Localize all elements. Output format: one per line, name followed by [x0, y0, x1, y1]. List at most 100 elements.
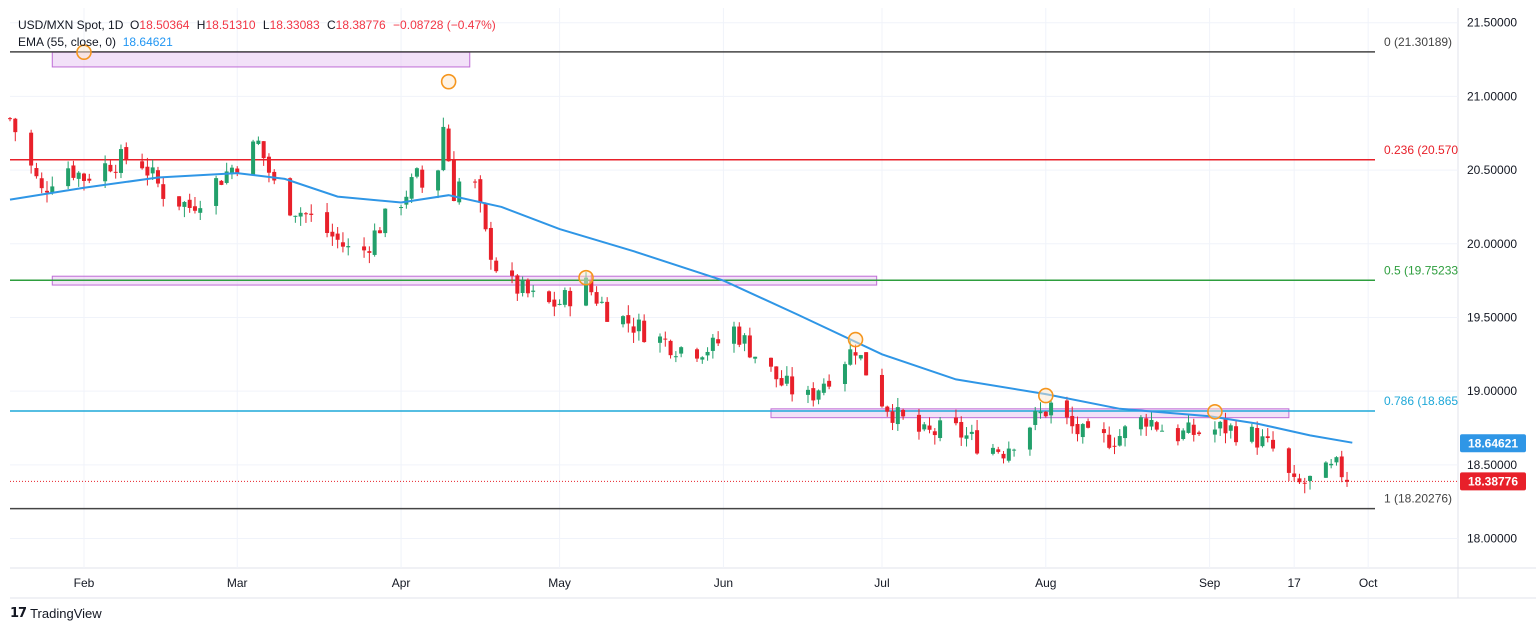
candle-body [219, 180, 224, 185]
candle-body [150, 167, 155, 174]
candle-body [520, 280, 525, 293]
candle-body [742, 335, 747, 344]
price-tag-box [1460, 472, 1526, 491]
time-axis[interactable]: Feb Mar Apr May Jun Jul Aug Sep 17 Oct [74, 576, 1379, 590]
candle-body [229, 167, 234, 175]
candle-body [594, 292, 599, 304]
candle-body [1255, 428, 1260, 448]
candle-body [557, 303, 562, 305]
candle-body [414, 168, 419, 177]
candle-body [547, 291, 552, 303]
candle-body [1223, 419, 1228, 434]
candle-body [108, 164, 113, 172]
candle-body [441, 126, 446, 171]
candle-body [383, 208, 388, 234]
symbol-label[interactable]: USD/MXN Spot, 1D [18, 18, 124, 32]
candle-body [451, 159, 456, 201]
candle-body [959, 421, 964, 438]
candle-body [710, 337, 715, 351]
candle-body [1138, 417, 1143, 430]
zone-box [770, 408, 1290, 419]
candle-body [975, 430, 980, 454]
candle-body [747, 335, 752, 358]
candle-body [198, 208, 203, 213]
time-tick-label: 17 [1287, 576, 1301, 590]
candle-body [87, 178, 92, 181]
price-tick-label: 18.00000 [1467, 532, 1517, 546]
fib-label: 0.236 (20.570 [1384, 143, 1458, 157]
candle-body [420, 169, 425, 188]
price-tick-label: 20.00000 [1467, 237, 1517, 251]
candle-body [1006, 448, 1011, 461]
candle-body [515, 275, 520, 294]
candle-body [848, 349, 853, 365]
price-tick-label: 20.50000 [1467, 163, 1517, 177]
candle-body [1249, 426, 1254, 442]
fibonacci-labels: 0 (21.30189) 0.236 (20.570 0.5 (19.75233 0.… [1384, 35, 1458, 506]
price-tag-text: 18.38776 [1468, 474, 1518, 488]
candle-body [1308, 475, 1313, 481]
swing-marker [847, 331, 864, 348]
ema-label[interactable]: EMA (55, close, 0) [18, 35, 117, 49]
candle-body [1265, 436, 1270, 439]
candle-body [288, 178, 293, 216]
candle-body [103, 163, 108, 182]
open-label: O [130, 18, 140, 32]
fib-label: 0 (21.30189) [1384, 35, 1452, 49]
candle-body [842, 364, 847, 385]
candle-body [922, 424, 927, 430]
candle-body [885, 406, 890, 412]
candle-body [732, 326, 736, 344]
candle-body [1001, 453, 1006, 459]
candle-body [916, 414, 921, 432]
candle-body [853, 352, 858, 356]
candle-body [1075, 424, 1080, 435]
candle-body [446, 128, 451, 162]
candle-body [261, 141, 266, 159]
tradingview-logo-icon[interactable]: 17 [10, 606, 27, 621]
swing-marker [1037, 387, 1054, 404]
candle-body [44, 190, 49, 193]
candle-body [1117, 436, 1122, 446]
footer-branding: 17 TradingView [10, 606, 102, 621]
candle-body [1144, 418, 1149, 427]
candle-body [779, 378, 784, 386]
candle-body [1228, 425, 1233, 431]
candle-body [953, 417, 958, 424]
ema-value: 18.64621 [122, 35, 173, 49]
time-tick-label: Aug [1035, 576, 1056, 590]
candle-body [71, 165, 76, 178]
candle-body [700, 357, 705, 360]
candle-body [81, 173, 86, 181]
candle-body [1191, 424, 1196, 435]
brand-name[interactable]: TradingView [30, 606, 102, 621]
time-tick-label: Mar [227, 576, 248, 590]
candle-body [272, 171, 277, 181]
price-tag-text: 18.64621 [1468, 436, 1518, 450]
candle-body [1286, 448, 1291, 473]
candle-body [303, 213, 308, 215]
candle-body [932, 431, 937, 436]
price-axis[interactable]: 21.50000 21.00000 20.50000 20.00000 19.50000… [1467, 16, 1517, 546]
candle-body [1043, 411, 1048, 417]
candle-body [562, 290, 567, 305]
candle-body [1186, 422, 1191, 433]
candle-body [1212, 429, 1217, 435]
candlesticks [8, 116, 1350, 494]
time-tick-label: Jun [714, 576, 733, 590]
price-tick-label: 19.00000 [1467, 384, 1517, 398]
candle-body [816, 390, 821, 400]
candle-body [864, 352, 869, 376]
candle-body [1101, 429, 1106, 434]
candle-body [695, 349, 700, 359]
candle-body [774, 366, 779, 380]
candle-body [636, 319, 641, 332]
candle-body [187, 199, 192, 208]
candle-body [214, 178, 219, 206]
candle-body [1323, 462, 1328, 478]
candle-body [1234, 426, 1239, 443]
candle-body [584, 277, 589, 306]
price-tick-label: 21.00000 [1467, 89, 1517, 103]
candle-body [716, 339, 721, 344]
